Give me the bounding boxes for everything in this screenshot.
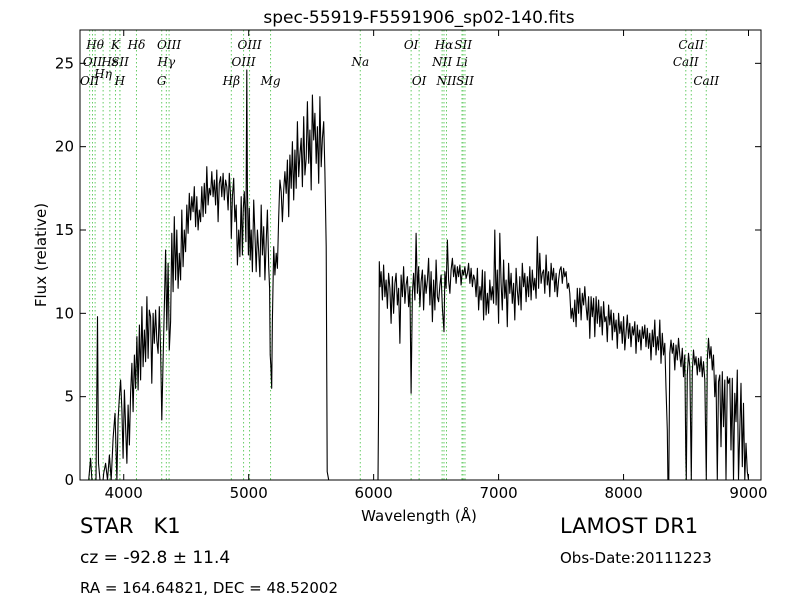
marker-label-7: SII xyxy=(111,55,129,69)
marker-label-4: Hε xyxy=(100,55,118,69)
y-tick-label-2: 10 xyxy=(55,304,74,322)
y-tick-label-4: 20 xyxy=(55,138,74,156)
marker-label-21: NII xyxy=(435,74,456,88)
x-tick-label-3: 7000 xyxy=(480,484,518,502)
marker-label-12: Hβ xyxy=(222,74,240,88)
radec-text: RA = 164.64821, DEC = 48.52002 xyxy=(80,579,339,597)
y-ticks: 0 5 10 15 20 25 xyxy=(55,54,761,489)
marker-label-20: Hα xyxy=(434,38,454,52)
marker-label-16: Na xyxy=(350,55,369,69)
marker-label-15: Mg xyxy=(260,74,281,88)
x-tick-label-0: 4000 xyxy=(105,484,143,502)
marker-label-18: OI xyxy=(412,74,427,88)
plot-frame xyxy=(79,29,762,481)
x-ticks: 4000 5000 6000 7000 8000 9000 xyxy=(105,30,768,502)
marker-label-25: CaII xyxy=(673,55,699,69)
marker-label-8: Hδ xyxy=(127,38,146,52)
marker-label-22: Li xyxy=(455,55,468,69)
marker-label-17: OI xyxy=(404,38,419,52)
marker-label-11: OIII xyxy=(157,38,181,52)
marker-label-6: H xyxy=(114,74,126,88)
subclass-label: K1 xyxy=(153,514,181,538)
x-tick-label-4: 8000 xyxy=(604,484,642,502)
y-tick-label-3: 15 xyxy=(55,221,74,239)
marker-label-24: SII xyxy=(456,74,474,88)
marker-label-27: CaII xyxy=(693,74,719,88)
survey-label: LAMOST DR1 xyxy=(560,514,699,538)
marker-label-19: NII xyxy=(431,55,452,69)
y-tick-label-1: 5 xyxy=(64,388,74,406)
x-tick-label-2: 6000 xyxy=(355,484,393,502)
marker-label-26: CaII xyxy=(678,38,704,52)
marker-label-23: SII xyxy=(454,38,472,52)
x-tick-label-5: 9000 xyxy=(729,484,767,502)
marker-label-0: OII xyxy=(80,74,100,88)
obs-date-text: Obs-Date:20111223 xyxy=(560,549,712,567)
class-label: STAR xyxy=(80,514,134,538)
marker-label-13: OIII xyxy=(232,55,256,69)
y-axis-label: Flux (relative) xyxy=(32,203,50,307)
marker-label-10: Hγ xyxy=(157,55,176,69)
marker-label-2: Hθ xyxy=(85,38,104,52)
spectrum-line xyxy=(88,69,750,481)
cz-text: cz = -92.8 ± 11.4 xyxy=(80,548,231,568)
marker-label-3: Hη xyxy=(93,67,112,81)
marker-label-9: G xyxy=(157,74,167,88)
class-label-row: STAR K1 xyxy=(80,514,181,538)
marker-lines xyxy=(89,30,707,480)
x-tick-label-1: 5000 xyxy=(230,484,268,502)
y-tick-label-5: 25 xyxy=(55,54,74,72)
y-tick-label-0: 0 xyxy=(64,471,74,489)
marker-label-5: K xyxy=(110,38,121,52)
x-axis-label: Wavelength (Å) xyxy=(361,506,477,525)
spectrum-series xyxy=(88,69,750,481)
marker-label-1: OII xyxy=(83,55,103,69)
chart-title: spec-55919-F5591906_sp02-140.fits xyxy=(263,8,574,28)
marker-label-14: OIII xyxy=(238,38,262,52)
